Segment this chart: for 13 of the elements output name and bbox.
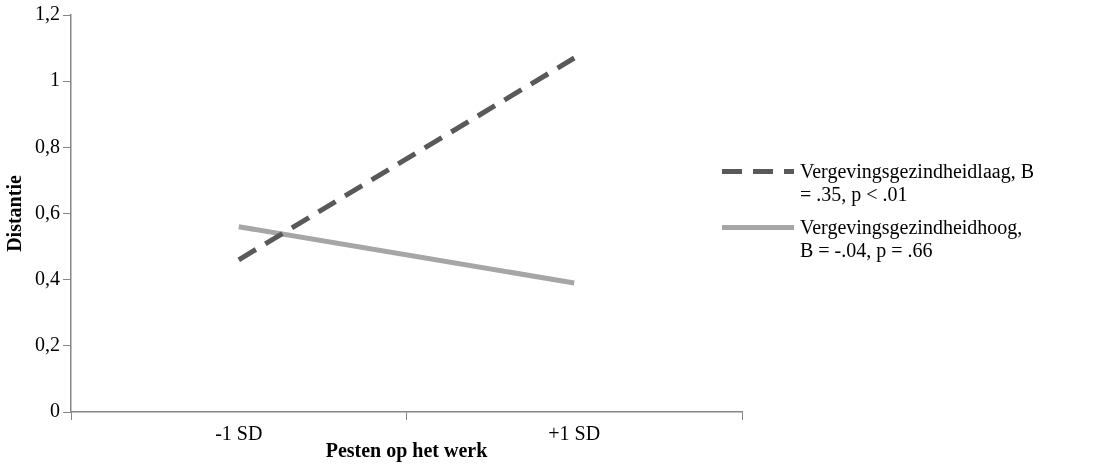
legend-label: Vergevingsgezindheidhoog, B = -.04, p = .66 <box>800 216 1024 262</box>
y-tick-label: 0,4 <box>35 266 60 289</box>
x-tick-label: -1 SD <box>215 422 263 445</box>
y-axis-title: Distantie <box>3 175 26 252</box>
y-tick-label: 0,8 <box>35 134 60 157</box>
y-tick-label: 0,2 <box>35 333 60 356</box>
x-axis-title: Pesten op het werk <box>325 439 489 463</box>
x-tick-label: +1 SD <box>548 422 601 445</box>
legend-label: Vergevingsgezindheidlaag, B = .35, p < .01 <box>800 160 1035 206</box>
y-tick-label: 1 <box>50 68 60 91</box>
y-tick-label: 1,2 <box>35 2 60 25</box>
y-tick-label: 0,6 <box>35 200 60 223</box>
y-tick-label: 0 <box>50 399 60 422</box>
